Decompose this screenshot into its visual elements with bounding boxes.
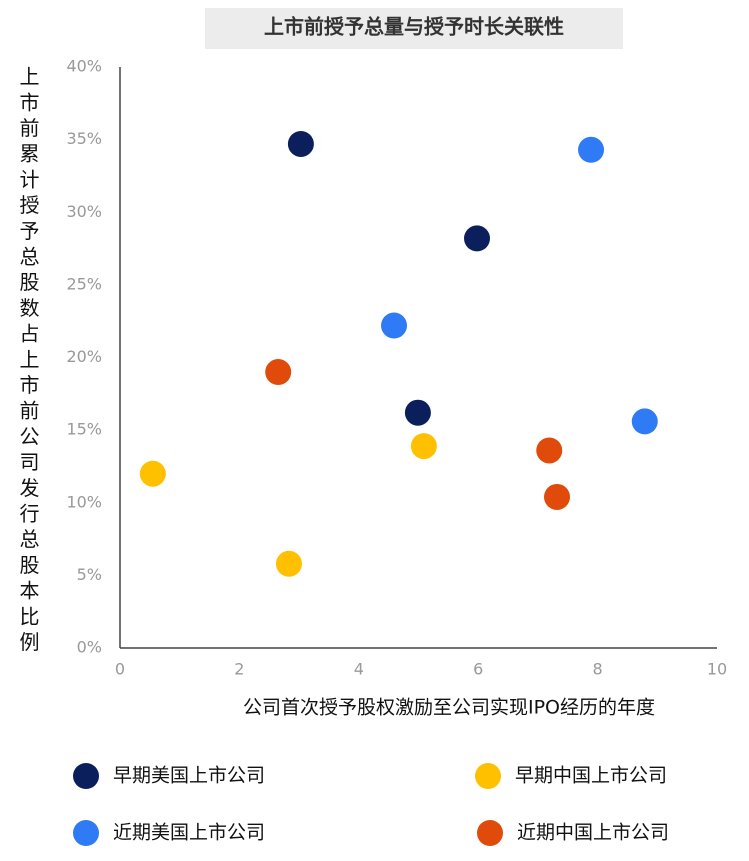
legend-label: 近期美国上市公司 — [113, 822, 265, 844]
point — [631, 408, 658, 435]
point — [275, 550, 302, 577]
point — [410, 433, 437, 460]
point — [287, 130, 314, 157]
chart-title: 上市前授予总量与授予时长关联性 — [264, 15, 564, 39]
y-tick-label: 0% — [77, 638, 102, 657]
legend-label: 早期中国上市公司 — [515, 765, 667, 787]
x-tick-label: 2 — [234, 660, 244, 679]
legend-label: 近期中国上市公司 — [517, 822, 669, 844]
point — [404, 399, 431, 426]
x-axis-label: 公司首次授予股权激励至公司实现IPO经历的年度 — [243, 697, 655, 719]
y-tick-label: 25% — [66, 274, 102, 293]
y-tick-label: 10% — [66, 492, 102, 511]
point — [544, 483, 571, 510]
point — [381, 312, 408, 339]
y-tick-label: 5% — [77, 565, 102, 584]
point — [265, 359, 292, 386]
y-tick-label: 40% — [66, 57, 102, 76]
y-axis-label: 上市前累计授予总股数占上市前公司发行总股本比例 — [16, 66, 40, 658]
x-tick-label: 4 — [354, 660, 364, 679]
point — [464, 225, 491, 252]
x-tick-label: 6 — [473, 660, 483, 679]
legend-label: 早期美国上市公司 — [113, 765, 265, 787]
legend-marker — [475, 763, 501, 789]
x-tick-label: 8 — [593, 660, 603, 679]
y-tick-label: 35% — [66, 129, 102, 148]
x-tick-label: 10 — [707, 660, 727, 679]
legend-marker — [73, 820, 99, 846]
y-tick-label: 30% — [66, 202, 102, 221]
title-box — [205, 8, 623, 49]
point — [536, 437, 563, 464]
point — [578, 136, 605, 163]
y-tick-label: 20% — [66, 347, 102, 366]
legend-marker — [477, 820, 503, 846]
y-tick-label: 15% — [66, 420, 102, 439]
point — [139, 460, 166, 487]
x-tick-label: 0 — [115, 660, 125, 679]
legend-marker — [73, 763, 99, 789]
